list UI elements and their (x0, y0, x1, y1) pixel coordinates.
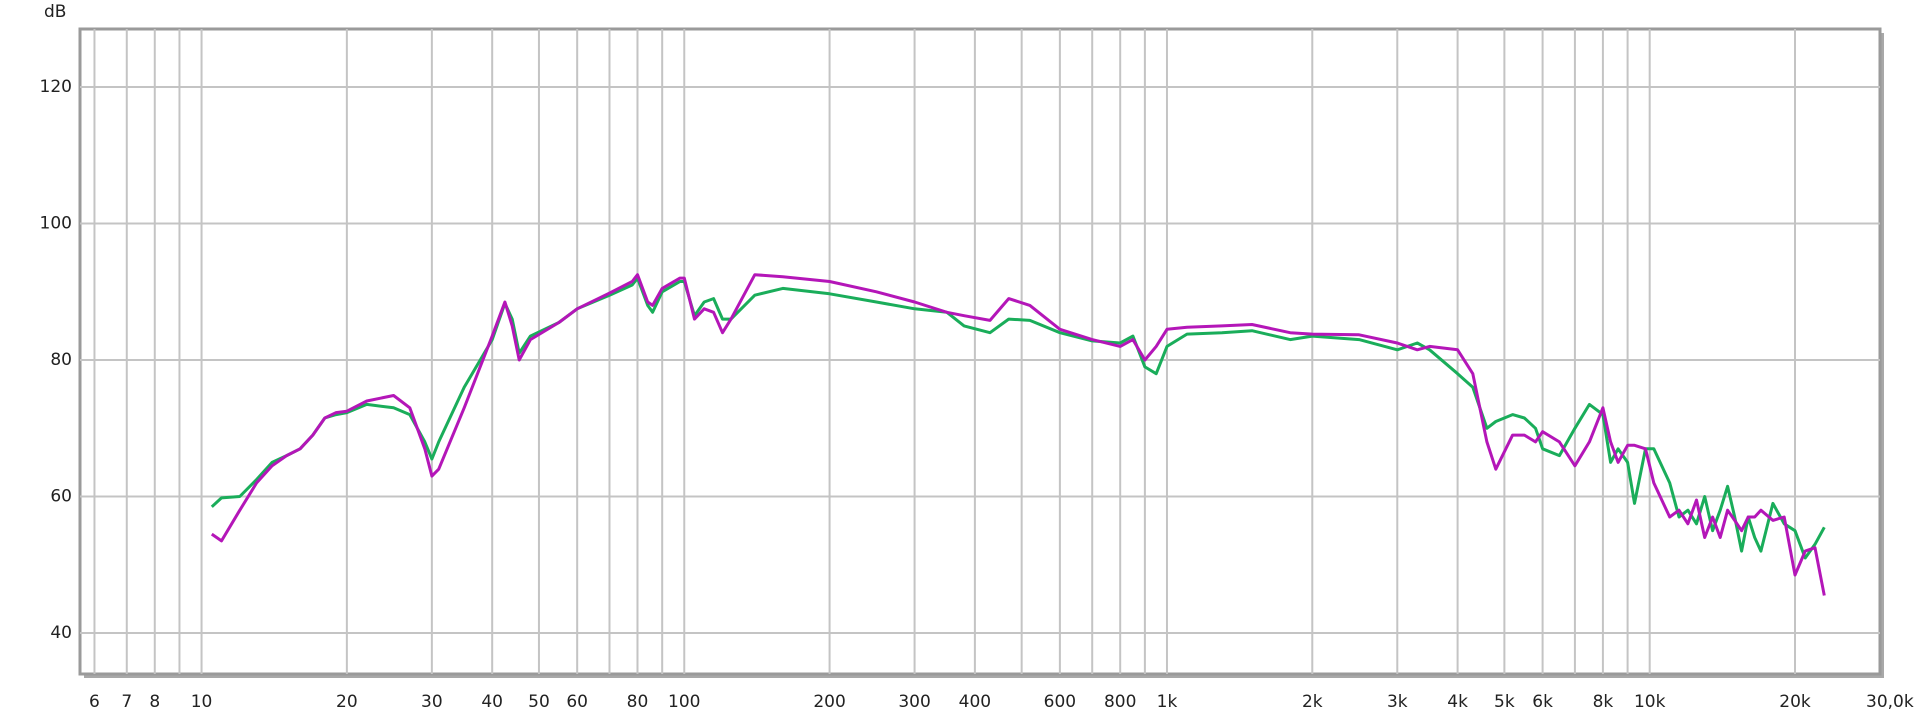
x-tick-label: 600 (1044, 692, 1076, 712)
x-tick-label: 10 (191, 692, 213, 712)
y-tick-label: 120 (40, 77, 72, 97)
x-tick-label: 7 (121, 692, 132, 712)
y-tick-label: 100 (40, 214, 72, 234)
x-tick-label: 800 (1104, 692, 1136, 712)
x-tick-label: 8k (1593, 692, 1614, 712)
x-tick-label: 30 (421, 692, 443, 712)
x-tick-label: 200 (813, 692, 845, 712)
x-tick-label: 30,0k Hz (1866, 692, 1920, 712)
x-tick-label: 3k (1387, 692, 1408, 712)
x-tick-label: 4k (1447, 692, 1468, 712)
y-tick-label: 60 (50, 487, 72, 507)
x-tick-label: 20 (336, 692, 358, 712)
x-tick-label: 400 (959, 692, 991, 712)
x-tick-label: 300 (898, 692, 930, 712)
x-tick-label: 40 (481, 692, 503, 712)
x-tick-label: 1k (1157, 692, 1178, 712)
x-tick-label: 5k (1494, 692, 1515, 712)
x-tick-label: 80 (627, 692, 649, 712)
x-tick-label: 2k (1302, 692, 1323, 712)
plot-frame (78, 27, 1882, 676)
x-tick-label: 60 (566, 692, 588, 712)
x-tick-label: 6k (1532, 692, 1553, 712)
x-tick-label: 50 (528, 692, 550, 712)
x-tick-label: 6 (89, 692, 100, 712)
y-tick-label: 40 (50, 623, 72, 643)
series-line (210, 273, 1826, 596)
x-tick-label: 100 (668, 692, 700, 712)
y-tick-label: 80 (50, 350, 72, 370)
x-tick-label: 8 (149, 692, 160, 712)
x-tick-label: 20k (1779, 692, 1811, 712)
y-axis-label: dB (44, 2, 66, 22)
x-tick-label: 10k (1634, 692, 1666, 712)
